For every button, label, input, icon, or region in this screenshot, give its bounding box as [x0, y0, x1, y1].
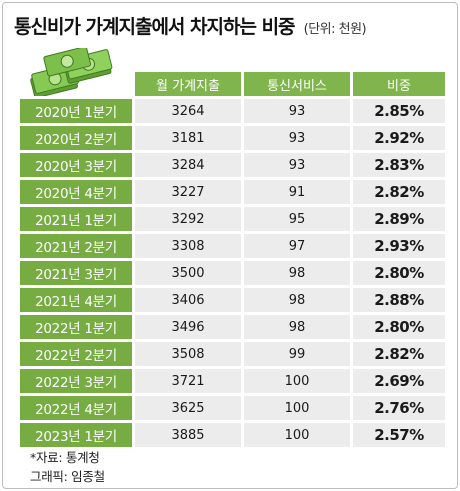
- spending-cell: 3496: [132, 315, 241, 339]
- telecom-cell: 91: [241, 180, 350, 204]
- telecom-cell: 95: [241, 207, 350, 231]
- telecom-cell: 98: [241, 288, 350, 312]
- telecom-cell: 93: [241, 153, 350, 177]
- share-cell: 2.76%: [350, 396, 445, 420]
- share-cell: 2.80%: [350, 315, 445, 339]
- period-cell: 2021년 2분기: [20, 234, 132, 258]
- spending-cell: 3292: [132, 207, 241, 231]
- telecom-cell: 93: [241, 126, 350, 150]
- period-cell: 2022년 3분기: [20, 369, 132, 393]
- telecom-cell: 100: [241, 396, 350, 420]
- period-cell: 2020년 3분기: [20, 153, 132, 177]
- period-cell: 2022년 1분기: [20, 315, 132, 339]
- corner-cell: [20, 72, 132, 96]
- telecom-cell: 100: [241, 369, 350, 393]
- share-cell: 2.83%: [350, 153, 445, 177]
- spending-cell: 3284: [132, 153, 241, 177]
- share-cell: 2.80%: [350, 261, 445, 285]
- table-row: 2022년 4분기 3625 100 2.76%: [20, 396, 445, 420]
- period-cell: 2021년 1분기: [20, 207, 132, 231]
- unit-note: (단위: 천원): [303, 22, 367, 37]
- period-cell: 2022년 4분기: [20, 396, 132, 420]
- title-row: 통신비가 가계지출에서 차지하는 비중 (단위: 천원): [14, 12, 367, 39]
- spending-cell: 3406: [132, 288, 241, 312]
- table-row: 2023년 1분기 3885 100 2.57%: [20, 423, 445, 447]
- spending-cell: 3721: [132, 369, 241, 393]
- spending-cell: 3308: [132, 234, 241, 258]
- table-row: 2021년 1분기 3292 95 2.89%: [20, 207, 445, 231]
- money-stack-icon: [30, 48, 113, 96]
- table-row: 2022년 2분기 3508 99 2.82%: [20, 342, 445, 366]
- telecom-cell: 93: [241, 99, 350, 123]
- period-cell: 2021년 3분기: [20, 261, 132, 285]
- spending-cell: 3885: [132, 423, 241, 447]
- table-row: 2022년 3분기 3721 100 2.69%: [20, 369, 445, 393]
- share-cell: 2.88%: [350, 288, 445, 312]
- table-header-row: 월 가계지출 통신서비스 비중: [20, 72, 445, 96]
- spending-cell: 3181: [132, 126, 241, 150]
- table-row: 2020년 2분기 3181 93 2.92%: [20, 126, 445, 150]
- share-cell: 2.82%: [350, 180, 445, 204]
- share-cell: 2.69%: [350, 369, 445, 393]
- telecom-cell: 97: [241, 234, 350, 258]
- spending-cell: 3625: [132, 396, 241, 420]
- table-row: 2021년 2분기 3308 97 2.93%: [20, 234, 445, 258]
- col-header-spending: 월 가계지출: [132, 72, 241, 96]
- share-cell: 2.82%: [350, 342, 445, 366]
- share-cell: 2.85%: [350, 99, 445, 123]
- col-header-telecom: 통신서비스: [241, 72, 350, 96]
- share-cell: 2.57%: [350, 423, 445, 447]
- spending-cell: 3264: [132, 99, 241, 123]
- period-cell: 2020년 1분기: [20, 99, 132, 123]
- table-row: 2020년 4분기 3227 91 2.82%: [20, 180, 445, 204]
- table-row: 2022년 1분기 3496 98 2.80%: [20, 315, 445, 339]
- source-note: *자료: 통계청: [30, 450, 100, 465]
- period-cell: 2020년 2분기: [20, 126, 132, 150]
- table-row: 2020년 1분기 3264 93 2.85%: [20, 99, 445, 123]
- spending-cell: 3227: [132, 180, 241, 204]
- period-cell: 2023년 1분기: [20, 423, 132, 447]
- table-row: 2021년 3분기 3500 98 2.80%: [20, 261, 445, 285]
- telecom-cell: 98: [241, 261, 350, 285]
- telecom-cell: 98: [241, 315, 350, 339]
- period-cell: 2020년 4분기: [20, 180, 132, 204]
- period-cell: 2021년 4분기: [20, 288, 132, 312]
- share-cell: 2.92%: [350, 126, 445, 150]
- telecom-share-table: 월 가계지출 통신서비스 비중 2020년 1분기 3264 93 2.85% 2020…: [20, 69, 445, 450]
- table-row: 2020년 3분기 3284 93 2.83%: [20, 153, 445, 177]
- telecom-cell: 99: [241, 342, 350, 366]
- share-cell: 2.89%: [350, 207, 445, 231]
- table-row: 2021년 4분기 3406 98 2.88%: [20, 288, 445, 312]
- spending-cell: 3500: [132, 261, 241, 285]
- graphic-credit: 그래픽: 임종철: [30, 469, 105, 484]
- spending-cell: 3508: [132, 342, 241, 366]
- share-cell: 2.93%: [350, 234, 445, 258]
- col-header-share: 비중: [350, 72, 445, 96]
- period-cell: 2022년 2분기: [20, 342, 132, 366]
- page-title: 통신비가 가계지출에서 차지하는 비중: [14, 16, 296, 38]
- telecom-cell: 100: [241, 423, 350, 447]
